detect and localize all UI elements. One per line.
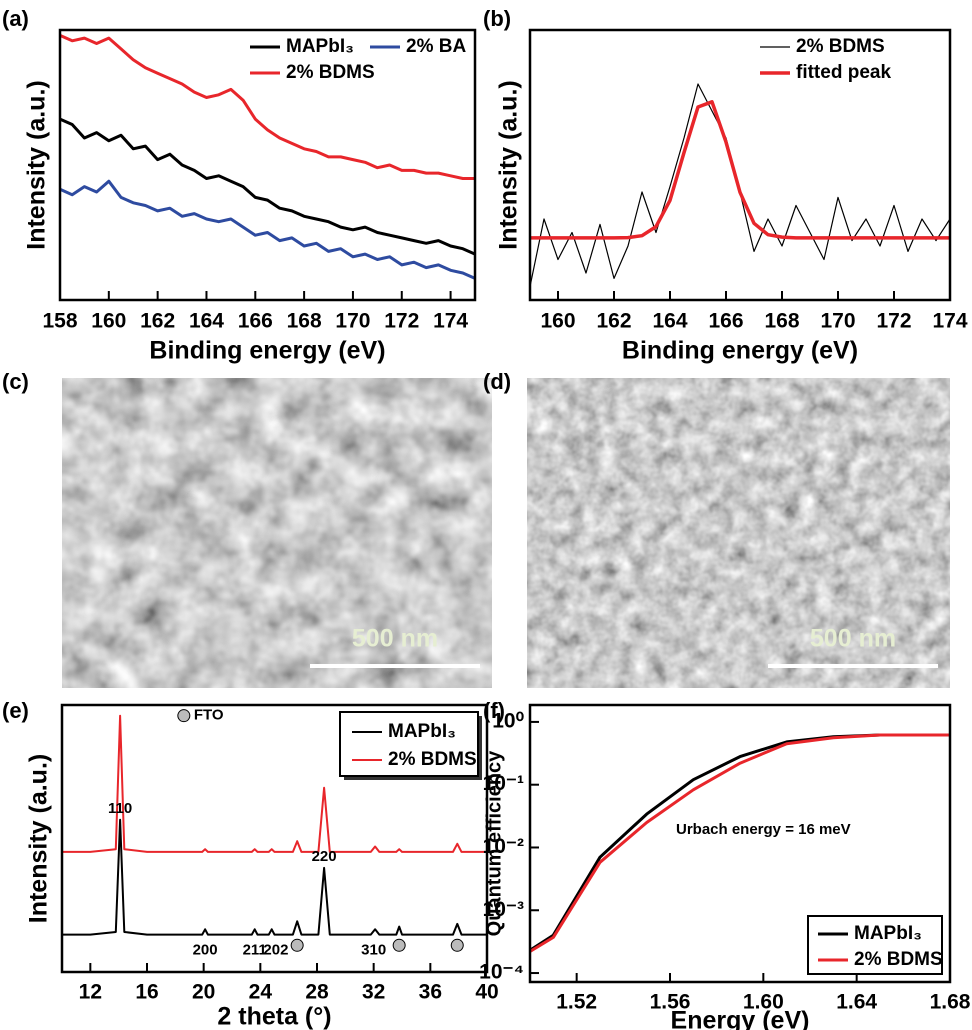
legend-label: fitted peak: [796, 62, 891, 83]
panel-label: (b): [483, 6, 511, 31]
x-tick-label: 162: [596, 310, 631, 333]
legend-label: 2% BA: [406, 36, 466, 57]
y-axis-title: Quantum efficiency: [483, 750, 505, 936]
legend-label: MAPbI₃: [388, 721, 456, 742]
fto-marker: [392, 938, 406, 952]
x-tick-label: 36: [419, 981, 442, 1004]
sem-image: [527, 378, 950, 688]
x-axis-title: Binding energy (eV): [149, 337, 385, 365]
y-tick-label: 10⁻²: [483, 835, 524, 858]
x-tick-label: 166: [238, 310, 273, 333]
x-tick-label: 160: [540, 310, 575, 333]
series-line: [530, 100, 950, 240]
x-tick-label: 164: [189, 310, 224, 333]
y-axis-title: Intensity (a.u.): [495, 80, 523, 249]
series-line: [529, 83, 951, 287]
legend-label: 2% BDMS: [388, 749, 477, 770]
x-tick-label: 172: [384, 310, 419, 333]
series-line: [529, 733, 950, 953]
series-line: [59, 117, 476, 256]
plot-frame: [528, 703, 952, 984]
panel: (a) 158 160 162 164 166 168 170 172 174 MAPbI₃ 2% B…: [2, 6, 477, 365]
y-axis-title: Intensity (a.u.): [23, 80, 51, 249]
x-tick-label: 32: [362, 981, 385, 1004]
x-tick-label: 172: [876, 310, 911, 333]
y-tick-label: 10⁻¹: [483, 772, 524, 795]
legend-label: MAPbI₃: [854, 923, 922, 944]
legend-label: 2% BDMS: [854, 949, 943, 970]
panel: (b) 160 162 164 166 168 170 172 174 2% BDMS fitted…: [483, 6, 968, 365]
x-tick-label: 164: [652, 310, 687, 333]
x-tick-label: 170: [820, 310, 855, 333]
plot-frame: [528, 28, 952, 302]
x-tick-label: 1.56: [650, 991, 691, 1014]
panel-label: (c): [2, 369, 29, 394]
x-tick-label: 158: [42, 310, 77, 333]
x-axis-title: Binding energy (eV): [622, 337, 858, 365]
panel-label: (f): [483, 698, 505, 723]
legend-label: 2% BDMS: [796, 36, 885, 57]
series-line: [59, 179, 476, 280]
x-tick-label: 40: [475, 981, 498, 1004]
series-line: [62, 714, 487, 853]
x-tick-label: 174: [433, 310, 468, 333]
y-tick-label: 10⁰: [492, 709, 524, 732]
y-tick-label: 10⁻³: [483, 898, 524, 921]
series-line: [59, 34, 475, 180]
plot-frame: [60, 703, 489, 974]
x-tick-label: 174: [932, 310, 967, 333]
annotation: 200: [193, 942, 218, 959]
x-tick-label: 24: [249, 981, 273, 1004]
fto-marker: [290, 938, 304, 952]
panel: (c) 500 nm: [2, 369, 492, 688]
annotation: 211: [243, 942, 267, 959]
y-axis-title: Intensity (a.u.): [25, 754, 53, 923]
x-tick-label: 1.60: [743, 991, 784, 1014]
x-tick-label: 16: [135, 981, 158, 1004]
annotation: 202: [263, 942, 288, 959]
series-line: [62, 818, 487, 936]
fto-marker: [450, 938, 464, 952]
x-tick-label: 168: [764, 310, 799, 333]
panel-label: (a): [2, 6, 29, 31]
annotation: 110: [108, 800, 132, 817]
x-tick-label: 20: [192, 981, 215, 1004]
x-axis-title: 2 theta (°): [217, 1003, 331, 1030]
scale-bar-label: 500 nm: [810, 625, 896, 653]
panel: (d) 500 nm: [483, 369, 950, 688]
x-tick-label: 28: [305, 981, 329, 1004]
x-tick-label: 162: [140, 310, 175, 333]
marker-label: FTO: [194, 707, 224, 724]
annotation: 310: [361, 942, 386, 959]
scale-bar-label: 500 nm: [352, 625, 438, 653]
legend-box: [807, 915, 943, 975]
x-tick-label: 1.64: [836, 991, 877, 1014]
y-tick-label: 10⁻⁴: [479, 961, 524, 984]
x-tick-label: 160: [91, 310, 126, 333]
x-tick-label: 170: [335, 310, 370, 333]
panel-label: (e): [2, 698, 29, 723]
legend-box: [339, 711, 479, 777]
fto-marker: [177, 709, 191, 723]
panel: (f) 1.52 1.56 1.60 1.64 1.68 10⁻⁴ 10⁻³ 10⁻² 10⁻¹ 1…: [479, 698, 971, 1030]
x-axis-title: Energy (eV): [671, 1007, 810, 1030]
panel-label: (d): [483, 369, 511, 394]
sem-image: [62, 378, 492, 688]
legend-label: 2% BDMS: [286, 62, 375, 83]
legend-label: MAPbI₃: [286, 36, 354, 57]
x-tick-label: 12: [79, 981, 102, 1004]
x-tick-label: 1.52: [556, 991, 597, 1014]
annotation: 220: [312, 848, 337, 865]
x-tick-label: 166: [708, 310, 743, 333]
x-tick-label: 1.68: [930, 991, 971, 1014]
plot-frame: [58, 28, 477, 302]
annotation: Urbach energy = 16 meV: [676, 821, 851, 838]
x-tick-label: 168: [287, 310, 322, 333]
